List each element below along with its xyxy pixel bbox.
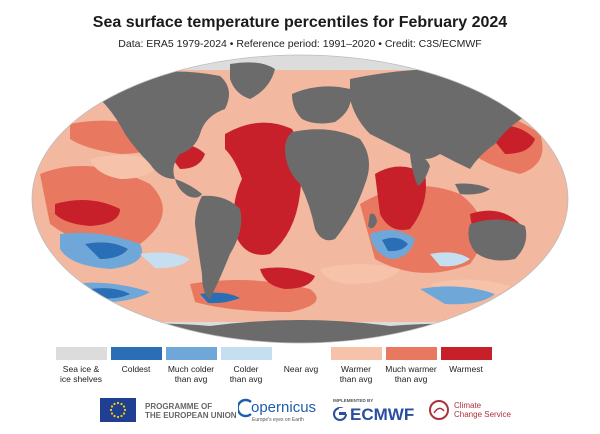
- legend-label-warmer: Warmer than avg: [339, 364, 373, 384]
- copernicus-c-icon: [238, 398, 252, 418]
- legend-label-warmest: Warmest: [449, 364, 483, 374]
- legend-swatch-warmer: [331, 347, 382, 360]
- legend-label-colder: Colder than avg: [229, 364, 263, 384]
- arctic-sea-ice: [32, 55, 568, 70]
- world-map: [31, 54, 569, 344]
- legend-label-sea-ice: Sea ice & ice shelves: [59, 364, 103, 384]
- central-america: [175, 179, 202, 198]
- north-america: [100, 71, 229, 179]
- legend-label-much-warmer: Much warmer than avg: [385, 364, 437, 384]
- antarctica: [32, 320, 568, 343]
- madagascar: [368, 213, 377, 229]
- new-zealand: [539, 264, 545, 279]
- c3s-circle-icon: [429, 400, 449, 420]
- page-title: Sea surface temperature percentiles for …: [92, 14, 508, 31]
- c3s-text: Climate Change Service: [454, 401, 511, 419]
- legend-swatch-much-colder: [166, 347, 217, 360]
- eu-programme-text: PROGRAMME OF THE EUROPEAN UNION: [145, 402, 237, 420]
- legend-swatch-warmest: [441, 347, 492, 360]
- eu-flag-icon: [100, 398, 136, 422]
- legend-swatch-colder: [221, 347, 272, 360]
- greenland: [230, 62, 275, 99]
- europe: [292, 86, 351, 124]
- maritime-southeast-asia: [455, 183, 490, 195]
- legend-swatch-near-avg: [276, 347, 327, 360]
- page-subtitle: Data: ERA5 1979-2024 • Reference period:…: [118, 38, 482, 50]
- africa: [285, 129, 369, 241]
- globe-outline: [31, 54, 569, 344]
- legend-label-much-colder: Much colder than avg: [167, 364, 215, 384]
- south-america: [195, 195, 242, 299]
- ecmwf-logo: IMPLEMENTED BY ECMWF: [333, 398, 415, 424]
- ecmwf-mark-icon: [333, 407, 347, 421]
- copernicus-logo: opernicus Europe's eyes on Earth: [238, 397, 318, 425]
- legend-swatch-coldest: [111, 347, 162, 360]
- australia: [468, 219, 527, 261]
- legend-label-near-avg: Near avg: [283, 364, 319, 374]
- legend-label-coldest: Coldest: [121, 364, 151, 374]
- legend-swatch-much-warmer: [386, 347, 437, 360]
- legend-swatch-sea-ice: [56, 347, 107, 360]
- india: [410, 154, 430, 186]
